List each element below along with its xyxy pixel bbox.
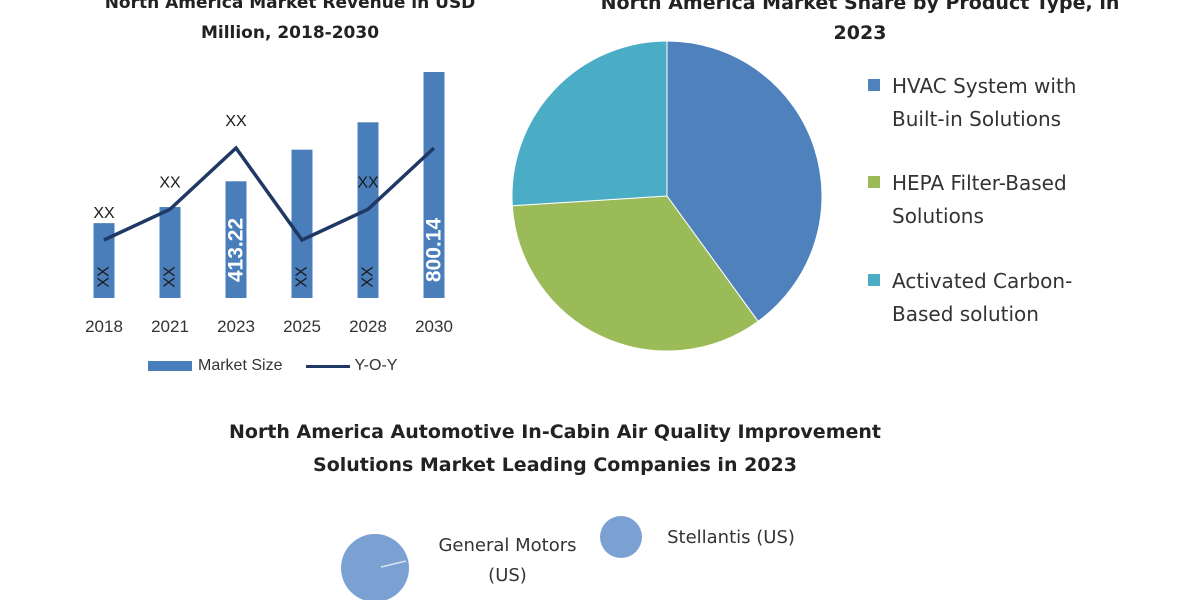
bar-value-label-2028: XX [360,266,377,288]
company-label-stellantis: Stellantis (US) [667,527,795,548]
bar-value-label-2021: XX [162,266,179,288]
x-tick-label-2021: 2021 [151,317,189,336]
pie-legend-item-hvac: HVAC System with Built-in Solutions [868,70,1082,135]
bar-value-label-2030: 800.14 [423,218,446,283]
bar-2030 [423,72,445,298]
yoy-label-2021: XX [159,174,181,191]
bar-value-label-2025: XX [294,266,311,288]
bar-value-label-2018: XX [96,266,113,288]
company-label-general-motors: General Motors (US) [438,535,577,586]
legend-label-hepa: HEPA Filter-Based Solutions [892,171,1067,228]
x-tick-label-2025: 2025 [283,317,321,336]
bar-2023 [225,181,247,298]
bubble-leader-line [380,560,407,568]
bar-2018 [93,223,115,298]
legend-label-carbon: Activated Carbon-Based solution [892,269,1073,326]
legend-label-market-size: Market Size [198,357,283,374]
x-tick-label-2028: 2028 [349,317,387,336]
bubble-general-motors [341,534,409,600]
companies-title: North America Automotive In-Cabin Air Qu… [229,421,881,476]
yoy-line [103,145,436,243]
bar-chart-title: North America Market Revenue in USD Mill… [104,0,476,43]
pie-legend-item-carbon: Activated Carbon-Based solution [868,265,1082,330]
bar-chart-legend: Market Size Y-O-Y [148,357,397,375]
legend-label-hvac: HVAC System with Built-in Solutions [892,74,1077,131]
bar-2025 [291,149,313,298]
bar-value-label-2023: 413.22 [225,218,248,282]
pie-slice-2 [511,40,668,207]
yoy-label-2028: XX [357,174,379,191]
x-tick-label-2023: 2023 [217,317,255,336]
pie-slice-0 [666,40,823,323]
x-tick-label-2030: 2030 [415,317,453,336]
pie-slice-1 [511,195,759,352]
legend-swatch-hvac [868,79,880,91]
legend-swatch-carbon [868,274,880,286]
bar-2021 [159,207,181,298]
bubble-stellantis [600,516,642,558]
legend-swatch-market-size [148,361,192,371]
legend-swatch-hepa [868,176,880,188]
pie-chart-title: North America Market Share by Product Ty… [600,0,1120,44]
yoy-label-2023: XX [225,113,247,130]
yoy-label-2018: XX [93,205,115,222]
legend-swatch-yoy [306,364,351,368]
legend-label-yoy: Y-O-Y [354,357,398,374]
pie-legend-item-hepa: HEPA Filter-Based Solutions [868,167,1082,232]
x-tick-label-2018: 2018 [85,317,123,336]
